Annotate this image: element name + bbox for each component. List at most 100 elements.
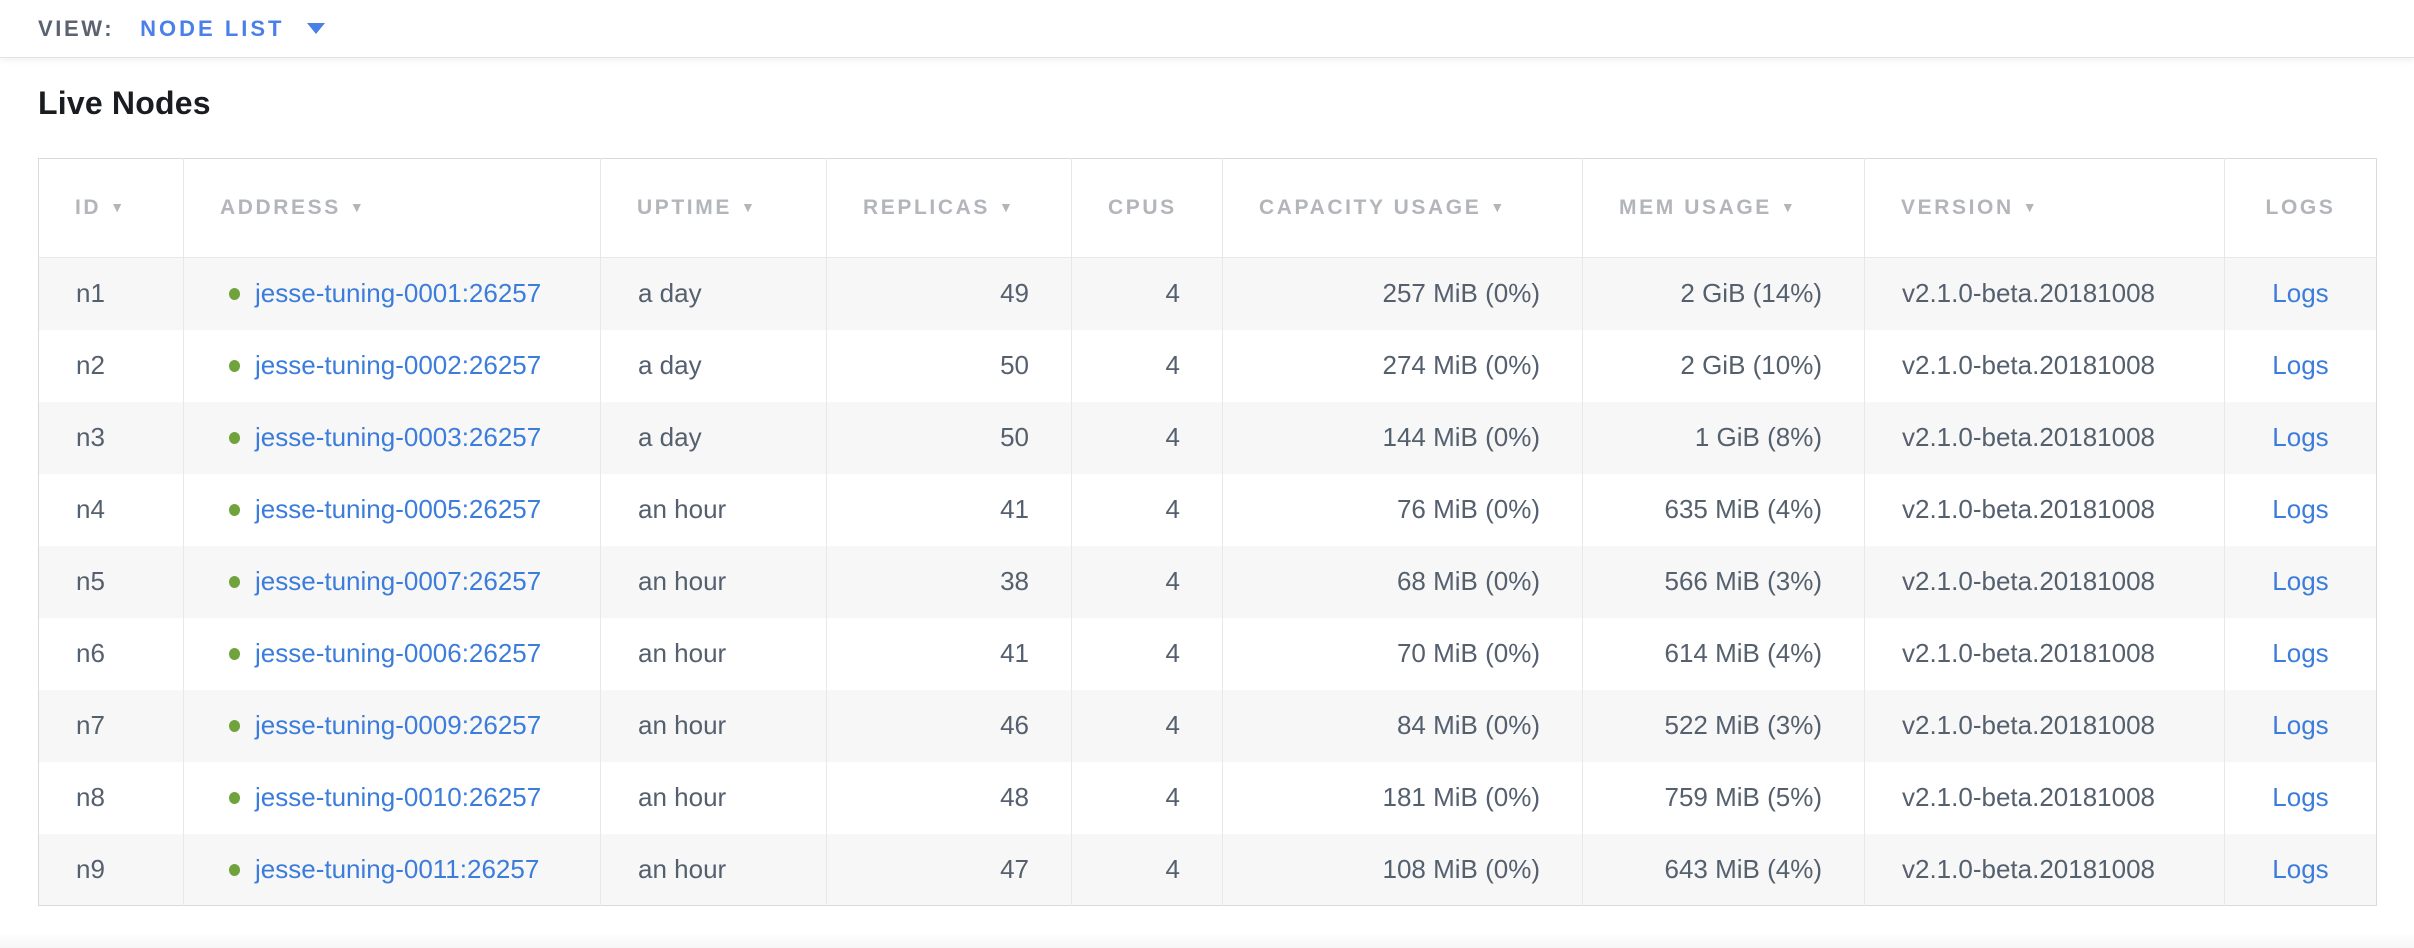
logs-link[interactable]: Logs bbox=[2272, 710, 2328, 740]
table-row: n1jesse-tuning-0001:26257a day494257 MiB… bbox=[39, 258, 2377, 330]
node-version-cell: v2.1.0-beta.20181008 bbox=[1865, 258, 2225, 330]
logs-link[interactable]: Logs bbox=[2272, 782, 2328, 812]
node-address-link[interactable]: jesse-tuning-0009:26257 bbox=[255, 710, 541, 740]
node-mem-value: 2 GiB (10%) bbox=[1680, 350, 1822, 380]
node-capacity-cell: 181 MiB (0%) bbox=[1223, 762, 1583, 834]
node-id-value: n9 bbox=[76, 854, 105, 884]
node-uptime-cell: an hour bbox=[601, 762, 827, 834]
column-header-uptime[interactable]: UPTIME▼ bbox=[601, 159, 827, 258]
node-uptime-value: a day bbox=[638, 422, 702, 452]
node-cpus-cell: 4 bbox=[1072, 546, 1223, 618]
logs-link[interactable]: Logs bbox=[2272, 854, 2328, 884]
sort-desc-icon: ▼ bbox=[350, 199, 366, 215]
node-logs-cell: Logs bbox=[2225, 690, 2377, 762]
table-row: n7jesse-tuning-0009:26257an hour46484 Mi… bbox=[39, 690, 2377, 762]
logs-link[interactable]: Logs bbox=[2272, 422, 2328, 452]
column-header-cpus: CPUS bbox=[1072, 159, 1223, 258]
node-id-value: n5 bbox=[76, 566, 105, 596]
node-replicas-value: 47 bbox=[1000, 854, 1029, 884]
column-header-capacity[interactable]: CAPACITY USAGE▼ bbox=[1223, 159, 1583, 258]
node-id-value: n6 bbox=[76, 638, 105, 668]
node-address-link[interactable]: jesse-tuning-0005:26257 bbox=[255, 494, 541, 524]
node-uptime-cell: an hour bbox=[601, 690, 827, 762]
logs-link[interactable]: Logs bbox=[2272, 638, 2328, 668]
node-capacity-cell: 257 MiB (0%) bbox=[1223, 258, 1583, 330]
node-address-link[interactable]: jesse-tuning-0011:26257 bbox=[255, 854, 539, 884]
column-header-label: LOGS bbox=[2266, 196, 2336, 219]
node-version-value: v2.1.0-beta.20181008 bbox=[1902, 638, 2155, 668]
node-live-status-icon bbox=[229, 288, 240, 300]
view-label: VIEW: bbox=[38, 16, 114, 42]
node-live-status-icon bbox=[229, 504, 240, 516]
node-mem-cell: 759 MiB (5%) bbox=[1583, 762, 1865, 834]
column-header-replicas[interactable]: REPLICAS ▼ bbox=[827, 159, 1072, 258]
node-replicas-cell: 38 bbox=[827, 546, 1072, 618]
column-header-version[interactable]: VERSION▼ bbox=[1865, 159, 2225, 258]
node-logs-cell: Logs bbox=[2225, 618, 2377, 690]
node-version-value: v2.1.0-beta.20181008 bbox=[1902, 710, 2155, 740]
node-mem-value: 1 GiB (8%) bbox=[1695, 422, 1822, 452]
column-header-logs: LOGS bbox=[2225, 159, 2377, 258]
node-cpus-value: 4 bbox=[1166, 278, 1180, 308]
node-replicas-value: 38 bbox=[1000, 566, 1029, 596]
node-version-value: v2.1.0-beta.20181008 bbox=[1902, 422, 2155, 452]
page-title: Live Nodes bbox=[38, 85, 2414, 122]
node-address-link[interactable]: jesse-tuning-0002:26257 bbox=[255, 350, 541, 380]
node-id-cell: n8 bbox=[39, 762, 184, 834]
node-cpus-value: 4 bbox=[1166, 782, 1180, 812]
logs-link[interactable]: Logs bbox=[2272, 278, 2328, 308]
node-id-value: n2 bbox=[76, 350, 105, 380]
column-header-address[interactable]: ADDRESS▼ bbox=[184, 159, 601, 258]
column-header-label: CAPACITY USAGE bbox=[1259, 196, 1481, 219]
node-address-link[interactable]: jesse-tuning-0010:26257 bbox=[255, 782, 541, 812]
node-replicas-value: 48 bbox=[1000, 782, 1029, 812]
node-capacity-value: 76 MiB (0%) bbox=[1397, 494, 1540, 524]
node-capacity-cell: 144 MiB (0%) bbox=[1223, 402, 1583, 474]
node-replicas-value: 41 bbox=[1000, 638, 1029, 668]
node-mem-cell: 614 MiB (4%) bbox=[1583, 618, 1865, 690]
node-version-value: v2.1.0-beta.20181008 bbox=[1902, 278, 2155, 308]
column-header-id[interactable]: ID▼ bbox=[39, 159, 184, 258]
node-address-link[interactable]: jesse-tuning-0003:26257 bbox=[255, 422, 541, 452]
column-header-label: CPUS bbox=[1108, 196, 1177, 219]
node-replicas-cell: 41 bbox=[827, 474, 1072, 546]
node-replicas-value: 49 bbox=[1000, 278, 1029, 308]
node-capacity-value: 70 MiB (0%) bbox=[1397, 638, 1540, 668]
node-replicas-value: 50 bbox=[1000, 422, 1029, 452]
column-header-mem[interactable]: MEM USAGE▼ bbox=[1583, 159, 1865, 258]
node-cpus-cell: 4 bbox=[1072, 834, 1223, 906]
table-row: n8 jesse-tuning-0010:26257 an hour 48 4 181 M… bbox=[39, 762, 2377, 834]
column-header-label: REPLICAS bbox=[863, 196, 990, 219]
node-uptime-value: a day bbox=[638, 350, 702, 380]
table-row: n4jesse-tuning-0005:26257an hour41476 Mi… bbox=[39, 474, 2377, 546]
node-version-cell: v2.1.0-beta.20181008 bbox=[1865, 330, 2225, 402]
node-cpus-value: 4 bbox=[1166, 854, 1180, 884]
logs-link[interactable]: Logs bbox=[2272, 350, 2328, 380]
table-header: ID▼ADDRESS▼UPTIME▼ REPLICAS ▼ CPUS CAPACITY … bbox=[39, 159, 2377, 258]
node-capacity-cell: 108 MiB (0%) bbox=[1223, 834, 1583, 906]
node-id-cell: n4 bbox=[39, 474, 184, 546]
table-row: n3jesse-tuning-0003:26257a day504144 MiB… bbox=[39, 402, 2377, 474]
node-logs-cell: Logs bbox=[2225, 330, 2377, 402]
node-capacity-value: 108 MiB (0%) bbox=[1383, 854, 1541, 884]
node-uptime-cell: a day bbox=[601, 330, 827, 402]
node-capacity-cell: 68 MiB (0%) bbox=[1223, 546, 1583, 618]
node-address-link[interactable]: jesse-tuning-0001:26257 bbox=[255, 278, 541, 308]
node-capacity-cell: 84 MiB (0%) bbox=[1223, 690, 1583, 762]
node-id-value: n7 bbox=[76, 710, 105, 740]
node-cpus-cell: 4 bbox=[1072, 402, 1223, 474]
node-id-value: n8 bbox=[76, 782, 105, 812]
logs-link[interactable]: Logs bbox=[2272, 494, 2328, 524]
node-mem-value: 522 MiB (3%) bbox=[1665, 710, 1823, 740]
node-version-value: v2.1.0-beta.20181008 bbox=[1902, 854, 2155, 884]
node-version-cell: v2.1.0-beta.20181008 bbox=[1865, 546, 2225, 618]
node-address-link[interactable]: jesse-tuning-0006:26257 bbox=[255, 638, 541, 668]
view-dropdown[interactable]: NODE LIST bbox=[140, 16, 324, 42]
logs-link[interactable]: Logs bbox=[2272, 566, 2328, 596]
node-live-status-icon bbox=[229, 864, 240, 876]
node-address-link[interactable]: jesse-tuning-0007:26257 bbox=[255, 566, 541, 596]
node-cpus-value: 4 bbox=[1166, 350, 1180, 380]
sort-desc-icon: ▼ bbox=[999, 199, 1015, 215]
node-mem-cell: 566 MiB (3%) bbox=[1583, 546, 1865, 618]
node-id-cell: n7 bbox=[39, 690, 184, 762]
